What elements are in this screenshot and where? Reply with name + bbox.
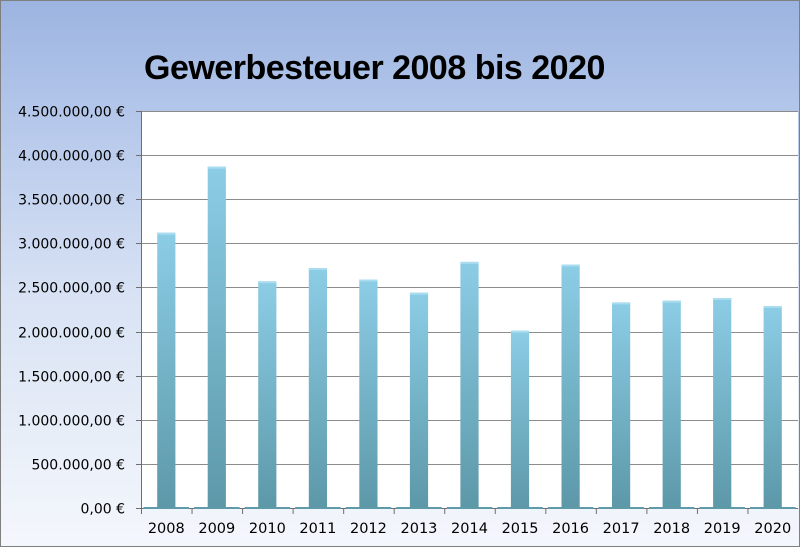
bar-base — [547, 507, 594, 509]
bar-2017 — [612, 302, 631, 508]
bar-base — [396, 507, 442, 509]
x-tick-label: 2017 — [603, 521, 640, 537]
bar-2014 — [460, 261, 479, 508]
bar-2009 — [207, 166, 226, 508]
y-tick-label: 3.000.000,00 € — [18, 237, 125, 253]
bar-top-highlight — [763, 306, 782, 308]
x-tick-label: 2010 — [249, 521, 286, 537]
x-tick-label: 2019 — [704, 521, 741, 537]
x-tick-label: 2018 — [653, 521, 690, 537]
x-tick-label: 2016 — [552, 521, 589, 537]
bar-2011 — [308, 268, 327, 508]
bar-2012 — [359, 279, 378, 508]
y-tick-label: 1.500.000,00 € — [18, 370, 125, 386]
bars — [143, 166, 796, 509]
bar-2020 — [763, 306, 782, 508]
x-tick-label: 2008 — [148, 521, 185, 537]
bar-2008 — [157, 232, 176, 508]
y-tick-label: 2.500.000,00 € — [18, 281, 125, 297]
chart-title: Gewerbesteuer 2008 bis 2020 — [144, 49, 605, 87]
x-tick-label: 2014 — [451, 521, 488, 537]
bar-top-highlight — [713, 298, 732, 300]
bar-base — [446, 507, 493, 509]
bar-base — [648, 507, 695, 509]
bar-top-highlight — [561, 264, 580, 267]
bar-base — [699, 507, 745, 509]
bar-2018 — [662, 300, 681, 508]
bar-2010 — [258, 281, 277, 508]
bar-top-highlight — [207, 166, 226, 169]
bar-base — [497, 507, 543, 509]
y-tick-label: 4.500.000,00 € — [18, 105, 125, 121]
bar-2015 — [510, 330, 530, 508]
y-tick-label: 0,00 € — [80, 502, 125, 518]
x-tick-label: 2013 — [401, 521, 438, 537]
bar-top-highlight — [460, 261, 479, 264]
y-axis: 0,00 € 500.000,00 € 1.000.000,00 € 1.500.00… — [18, 105, 142, 518]
bar-top-highlight — [258, 281, 277, 284]
x-tick-label: 2011 — [299, 521, 336, 537]
bar-base — [295, 507, 341, 509]
x-tick-label: 2009 — [198, 521, 235, 537]
bar-top-highlight — [662, 300, 681, 303]
bar-top-highlight — [612, 302, 631, 305]
x-axis: 2008 2009 2010 2011 2012 2013 2014 2015 2016 2017… — [141, 508, 798, 537]
bar-base — [345, 507, 392, 509]
x-tick-label: 2020 — [754, 521, 791, 537]
bar-top-highlight — [510, 330, 530, 333]
bar-top-highlight — [359, 279, 378, 282]
x-tick-label: 2012 — [350, 521, 387, 537]
bar-base — [598, 507, 644, 509]
bar-base — [194, 507, 240, 509]
bar-base — [143, 507, 189, 509]
bar-top-highlight — [157, 232, 176, 235]
y-tick-label: 1.000.000,00 € — [18, 414, 125, 430]
y-tick-label: 3.500.000,00 € — [18, 193, 125, 209]
bar-2013 — [409, 292, 429, 508]
y-tick-label: 4.000.000,00 € — [18, 149, 125, 165]
bar-top-highlight — [409, 292, 429, 295]
bar-2019 — [713, 298, 732, 508]
bar-2016 — [561, 264, 580, 508]
y-tick-label: 500.000,00 € — [31, 458, 125, 474]
x-tick-label: 2015 — [502, 521, 539, 537]
y-tick-label: 2.000.000,00 € — [18, 326, 125, 342]
bar-base — [750, 507, 796, 509]
bar-top-highlight — [308, 268, 327, 270]
bar-base — [244, 507, 291, 509]
